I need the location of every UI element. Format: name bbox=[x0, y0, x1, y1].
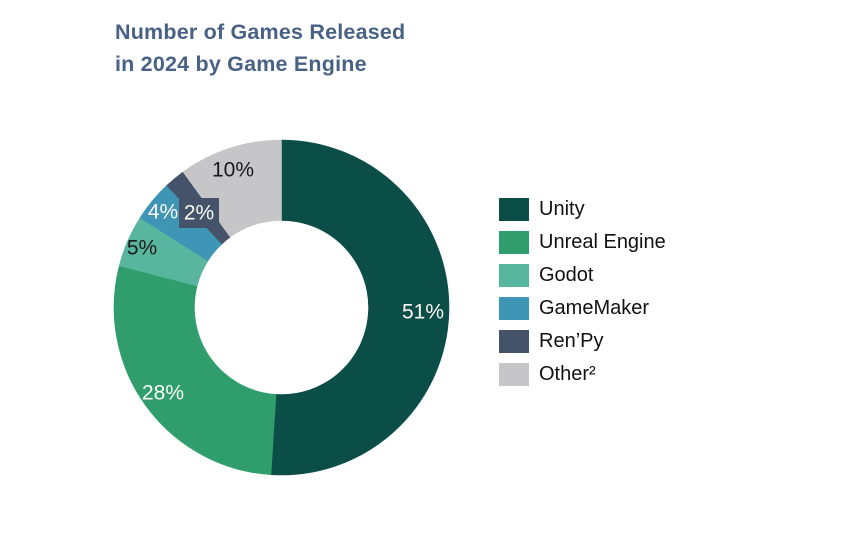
legend-label-gamemaker: GameMaker bbox=[539, 297, 650, 319]
legend-swatch-gamemaker bbox=[499, 297, 529, 320]
legend-label-unity: Unity bbox=[539, 198, 585, 220]
pct-label-other: 10% bbox=[211, 158, 255, 182]
legend-label-renpy: Ren’Py bbox=[539, 330, 604, 352]
legend-swatch-other bbox=[499, 363, 529, 386]
pct-label-unreal-engine: 28% bbox=[141, 381, 185, 405]
legend-swatch-renpy bbox=[499, 330, 529, 353]
renpy-callout-box bbox=[179, 198, 219, 228]
donut-svg bbox=[113, 139, 450, 476]
legend: Unity Unreal Engine Godot GameMaker Ren’… bbox=[499, 198, 666, 386]
legend-item-renpy: Ren’Py bbox=[499, 330, 666, 353]
slice-unreal-engine bbox=[113, 265, 277, 475]
legend-swatch-unity bbox=[499, 198, 529, 221]
legend-label-godot: Godot bbox=[539, 264, 594, 286]
legend-item-unity: Unity bbox=[499, 198, 666, 221]
legend-swatch-godot bbox=[499, 264, 529, 287]
pct-label-gamemaker: 4% bbox=[147, 200, 179, 224]
legend-item-unreal-engine: Unreal Engine bbox=[499, 231, 666, 254]
legend-item-godot: Godot bbox=[499, 264, 666, 287]
pct-label-renpy: 2% bbox=[183, 201, 215, 225]
legend-swatch-unreal-engine bbox=[499, 231, 529, 254]
legend-item-other: Other² bbox=[499, 363, 666, 386]
pct-label-unity: 51% bbox=[401, 300, 445, 324]
slice-other- bbox=[182, 139, 282, 238]
legend-label-unreal-engine: Unreal Engine bbox=[539, 231, 666, 253]
chart-title: Number of Games Released in 2024 by Game… bbox=[115, 20, 406, 76]
legend-item-gamemaker: GameMaker bbox=[499, 297, 666, 320]
legend-label-other: Other² bbox=[539, 363, 596, 385]
slice-unity bbox=[270, 139, 450, 476]
pct-label-godot: 5% bbox=[126, 236, 158, 260]
